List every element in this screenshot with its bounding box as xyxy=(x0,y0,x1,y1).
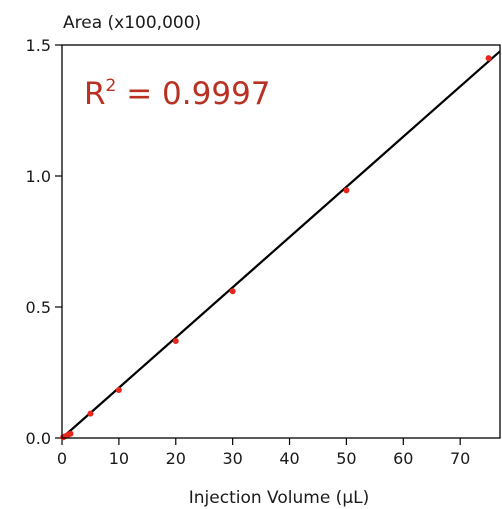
data-point xyxy=(87,410,94,417)
y-axis-title: Area (x100,000) xyxy=(63,13,201,33)
x-tick-label: 10 xyxy=(109,449,129,468)
x-tick-label: 0 xyxy=(57,449,67,468)
data-point xyxy=(172,338,179,345)
x-tick-label: 30 xyxy=(222,449,242,468)
y-axis-ticks: 0.0 0.5 1.0 1.5 xyxy=(26,36,62,448)
data-point xyxy=(485,55,492,62)
x-axis-ticks: 0 10 20 30 40 50 60 70 xyxy=(57,438,470,468)
x-axis-title: Injection Volume (µL) xyxy=(189,488,369,508)
y-tick-label: 1.0 xyxy=(26,167,51,186)
y-tick-label: 1.5 xyxy=(26,36,51,55)
data-point xyxy=(229,288,236,295)
x-tick-label: 20 xyxy=(166,449,186,468)
plot-frame xyxy=(61,44,501,439)
r-squared-annotation: R2 = 0.9997 xyxy=(84,76,271,112)
x-tick-label: 50 xyxy=(336,449,356,468)
x-tick-label: 70 xyxy=(450,449,470,468)
fit-line xyxy=(61,50,501,439)
data-point xyxy=(115,387,122,394)
y-tick-label: 0.0 xyxy=(26,429,51,448)
x-tick-label: 60 xyxy=(393,449,413,468)
fit-line-layer xyxy=(61,50,501,439)
y-tick-label: 0.5 xyxy=(26,298,51,317)
x-tick-label: 40 xyxy=(279,449,299,468)
data-point xyxy=(67,430,74,437)
data-point xyxy=(343,187,350,194)
